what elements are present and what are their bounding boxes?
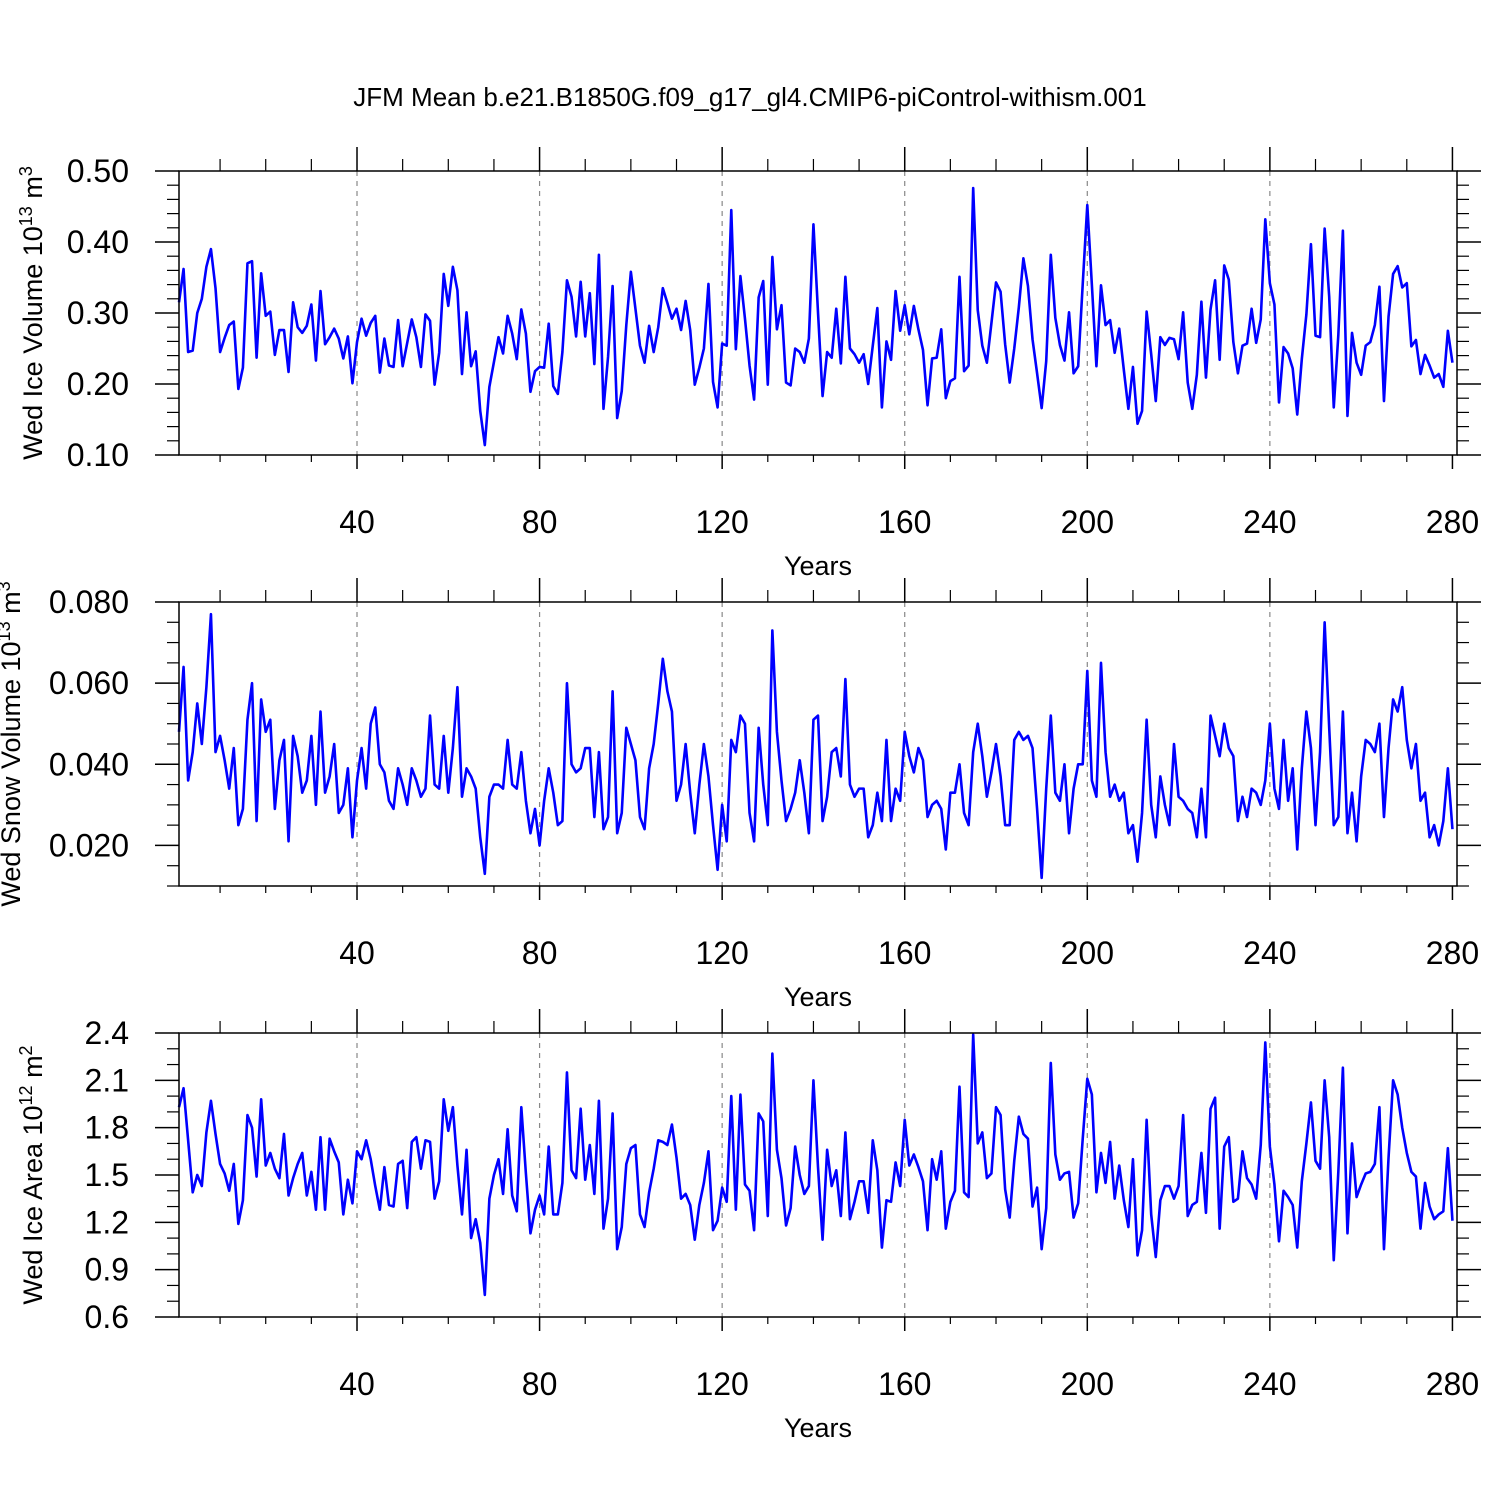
y-tick-label: 0.10 [67,437,129,473]
figure-title: JFM Mean b.e21.B1850G.f09_g17_gl4.CMIP6-… [353,82,1147,112]
x-tick-label: 160 [878,504,931,540]
y-tick-label: 0.50 [67,153,129,189]
y-tick-label: 1.5 [85,1157,129,1193]
y-tick-label: 1.8 [85,1110,129,1146]
x-tick-label: 240 [1243,935,1296,971]
x-tick-label: 200 [1061,1366,1114,1402]
y-tick-label: 2.1 [85,1062,129,1098]
y-tick-label: 0.020 [49,827,129,863]
x-tick-label: 200 [1061,935,1114,971]
x-tick-label: 240 [1243,504,1296,540]
snow-volume-panel: 40 80 120 160 200 240 280 Years 0.020 0.040 0.060 0… [0,578,1481,1012]
x-tick-label: 160 [878,935,931,971]
y-axis-label: Wed Ice Area 1012 m2 [16,1045,48,1304]
x-tick-label: 280 [1426,1366,1479,1402]
x-tick-label: 160 [878,1366,931,1402]
y-axis-label: Wed Ice Volume 1013 m3 [16,166,48,460]
x-tick-label: 80 [522,1366,558,1402]
y-tick-label: 0.20 [67,366,129,402]
x-tick-label: 280 [1426,504,1479,540]
y-tick-label: 0.6 [85,1299,129,1335]
x-tick-label: 120 [695,935,748,971]
x-axis-label: Years [784,1413,852,1443]
x-tick-label: 80 [522,935,558,971]
x-tick-label: 40 [339,935,375,971]
y-tick-label: 0.080 [49,584,129,620]
y-tick-label: 2.4 [85,1015,129,1051]
y-axis-label: Wed Snow Volume 1013 m3 [0,581,26,906]
x-tick-label: 240 [1243,1366,1296,1402]
x-tick-label: 80 [522,504,558,540]
ice-volume-panel: 40 80 120 160 200 240 280 Years 0.10 0.20 0.30 0.40… [16,147,1481,581]
y-tick-label: 0.9 [85,1252,129,1288]
series-line [177,1033,1454,1297]
x-tick-label: 120 [695,1366,748,1402]
y-tick-label: 0.40 [67,224,129,260]
series-line [177,186,1454,447]
y-tick-label: 0.30 [67,295,129,331]
series-line [177,612,1454,880]
ice-area-panel: 40 80 120 160 200 240 280 Years 0.6 0.9 1.2 1.5 1.8 2… [16,1009,1481,1443]
x-axis-label: Years [784,982,852,1012]
y-tick-label: 1.2 [85,1204,129,1240]
x-tick-label: 280 [1426,935,1479,971]
x-tick-label: 40 [339,504,375,540]
x-tick-label: 40 [339,1366,375,1402]
x-tick-label: 200 [1061,504,1114,540]
x-tick-label: 120 [695,504,748,540]
y-tick-label: 0.060 [49,665,129,701]
y-tick-label: 0.040 [49,746,129,782]
x-axis-label: Years [784,551,852,581]
